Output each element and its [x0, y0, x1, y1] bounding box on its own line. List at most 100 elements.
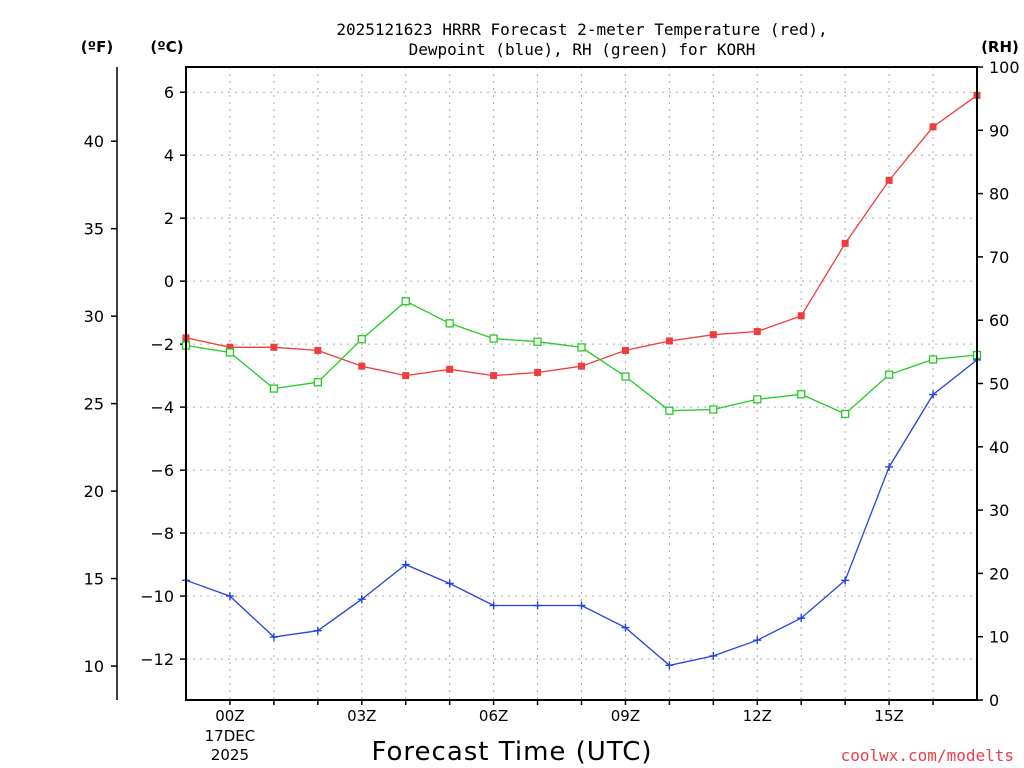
celsius-tick-label: 6 [164, 83, 174, 102]
fahrenheit-tick-label: 40 [84, 132, 104, 151]
fahrenheit-tick-label: 25 [84, 395, 104, 414]
dewpoint-point [709, 651, 718, 660]
rh-point [928, 355, 938, 364]
rh-point [709, 405, 718, 414]
fahrenheit-tick-label: 35 [84, 220, 104, 239]
2-meter-temperature-point [314, 346, 322, 354]
celsius-tick-label: −6 [150, 461, 174, 480]
dewpoint-point [621, 623, 630, 632]
2-meter-temperature-point [578, 362, 585, 370]
rh-tick-label: 90 [989, 121, 1009, 140]
2-meter-temperature-point [665, 337, 673, 345]
fahrenheit-tick-label: 20 [84, 482, 104, 501]
rh-point [665, 406, 674, 415]
celsius-tick-label: −12 [140, 650, 174, 669]
2-meter-temperature-point [841, 239, 849, 247]
dewpoint-point [885, 462, 894, 471]
rh-point [621, 372, 630, 381]
rh-tick-label: 80 [989, 185, 1009, 204]
celsius-tick-label: −8 [150, 524, 174, 543]
chart-title: 2025121623 HRRR Forecast 2-meter Tempera… [336, 20, 827, 39]
dewpoint-point [841, 576, 850, 585]
rh-tick-label: 100 [989, 58, 1020, 77]
dewpoint-point [357, 595, 366, 604]
time-tick-label: 12Z [743, 707, 772, 725]
rh-point [401, 297, 410, 306]
credit-text: coolwx.com/modelts [841, 746, 1014, 765]
rh-point [313, 378, 322, 387]
rh-axis: 0 10 20 30 40 50 60 70 80 90 100 [977, 58, 1020, 710]
chart-subtitle: Dewpoint (blue), RH (green) for KORH [409, 40, 756, 59]
celsius-axis: 6 4 2 0 −2 −4 −6 −8 −10 −12 [140, 83, 186, 669]
celsius-tick-label: −2 [150, 335, 174, 354]
dewpoint-series [182, 355, 981, 670]
rh-series [181, 297, 982, 419]
rh-point [269, 384, 279, 393]
time-tick-label: 03Z [347, 707, 376, 725]
time-tick-label: 09Z [611, 707, 640, 725]
rh-point [533, 337, 542, 346]
2-meter-temperature-point [929, 123, 937, 131]
2-meter-temperature-point [621, 346, 629, 354]
rh-point [753, 395, 762, 404]
2-meter-temperature-point [402, 372, 410, 380]
dewpoint-point [489, 601, 498, 610]
fahrenheit-tick-label: 10 [84, 657, 104, 676]
dewpoint-point [577, 601, 586, 610]
rh-tick-label: 50 [989, 375, 1009, 394]
dewpoint-point [753, 636, 762, 645]
2-meter-temperature-point [709, 331, 717, 339]
year-label: 2025 [211, 746, 249, 764]
celsius-tick-label: −4 [150, 398, 174, 417]
rh-point [225, 348, 235, 357]
rh-tick-label: 0 [989, 691, 999, 710]
celsius-tick-label: 0 [164, 272, 174, 291]
plot-frame [185, 66, 978, 701]
time-tick-label: 06Z [479, 707, 508, 725]
2-meter-temperature-point [446, 365, 454, 373]
2-meter-temperature-point [270, 343, 278, 351]
fahrenheit-tick-label: 30 [84, 307, 104, 326]
dewpoint-line [185, 359, 978, 667]
time-tick-label: 00Z [215, 707, 244, 725]
2-meter-temperature-point [797, 312, 805, 320]
rh-unit-label: (RH) [981, 38, 1019, 56]
rh-tick-label: 70 [989, 248, 1009, 267]
dewpoint-point [797, 614, 806, 623]
celsius-tick-label: 2 [164, 209, 174, 228]
rh-point [884, 370, 894, 379]
dewpoint-point [313, 626, 322, 635]
rh-tick-label: 30 [989, 501, 1009, 520]
2-meter-temperature-point [534, 368, 542, 376]
rh-tick-label: 40 [989, 438, 1009, 457]
rh-point [489, 334, 498, 343]
dewpoint-point [533, 601, 542, 610]
rh-point [445, 319, 454, 328]
celsius-tick-label: −10 [140, 587, 174, 606]
rh-tick-label: 10 [989, 628, 1009, 647]
rh-point [577, 343, 586, 352]
dewpoint-point [445, 579, 454, 588]
rh-tick-label: 20 [989, 564, 1009, 583]
rh-point [357, 335, 366, 344]
date-label: 17DEC [205, 727, 256, 745]
rh-point [841, 409, 850, 419]
rh-point [797, 390, 806, 399]
fahrenheit-unit-label: (ºF) [81, 38, 113, 56]
fahrenheit-axis: 40 35 30 25 20 15 10 [84, 67, 118, 700]
celsius-tick-label: 4 [164, 146, 174, 165]
2-meter-temperature-point [885, 176, 893, 184]
celsius-unit-label: (ºC) [150, 38, 183, 56]
2-meter-temperature-point [753, 328, 761, 336]
dewpoint-point [225, 592, 234, 601]
dewpoint-point [269, 633, 278, 642]
dewpoint-point [929, 390, 938, 399]
fahrenheit-tick-label: 15 [84, 570, 104, 589]
series-layer [181, 91, 982, 670]
2-meter-temperature-point [358, 362, 366, 370]
time-tick-label: 15Z [874, 707, 903, 725]
2-meter-temperature-point [490, 372, 498, 380]
dewpoint-point [665, 661, 674, 670]
